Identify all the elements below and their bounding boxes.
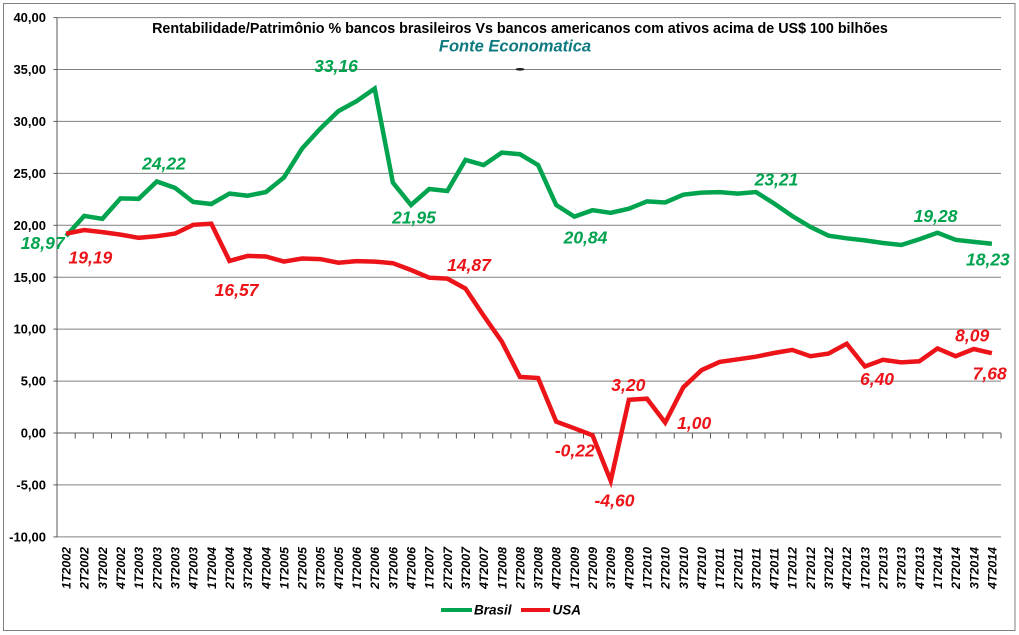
svg-text:4T2003: 4T2003 [187, 547, 201, 590]
svg-text:4T2007: 4T2007 [477, 546, 491, 590]
svg-text:2T2007: 2T2007 [441, 546, 455, 590]
svg-text:4T2004: 4T2004 [259, 547, 273, 590]
svg-text:2T2013: 2T2013 [877, 547, 891, 590]
svg-text:1T2010: 1T2010 [641, 547, 655, 589]
svg-text:3T2007: 3T2007 [459, 546, 473, 589]
svg-text:4T2012: 4T2012 [840, 547, 854, 590]
svg-text:2T2012: 2T2012 [804, 547, 818, 590]
svg-text:-4,60: -4,60 [595, 491, 635, 511]
svg-text:2T2004: 2T2004 [223, 547, 237, 590]
svg-text:Fonte Economatica: Fonte Economatica [439, 38, 591, 56]
svg-text:30,00: 30,00 [13, 114, 46, 129]
svg-text:4T2013: 4T2013 [913, 547, 927, 590]
svg-text:1,00: 1,00 [677, 413, 711, 433]
svg-text:3T2011: 3T2011 [749, 548, 763, 589]
svg-text:18,23: 18,23 [966, 250, 1010, 270]
svg-text:3T2006: 3T2006 [386, 547, 400, 589]
svg-text:23,21: 23,21 [754, 170, 799, 190]
svg-text:3,20: 3,20 [611, 375, 645, 395]
svg-text:19,28: 19,28 [914, 206, 958, 226]
svg-text:1T2003: 1T2003 [132, 547, 146, 589]
svg-text:2T2009: 2T2009 [586, 547, 600, 590]
svg-text:3T2012: 3T2012 [822, 547, 836, 589]
svg-text:2T2011: 2T2011 [731, 548, 745, 590]
svg-text:14,87: 14,87 [447, 255, 492, 275]
svg-text:0,00: 0,00 [21, 426, 46, 441]
svg-text:20,84: 20,84 [563, 228, 608, 248]
svg-text:1T2005: 1T2005 [277, 546, 291, 589]
svg-text:4T2006: 4T2006 [405, 547, 419, 590]
svg-text:5,00: 5,00 [21, 374, 46, 389]
svg-text:1T2011: 1T2011 [713, 548, 727, 589]
svg-text:3T2004: 3T2004 [241, 547, 255, 589]
svg-text:3T2013: 3T2013 [895, 547, 909, 589]
svg-text:10,00: 10,00 [13, 322, 46, 337]
svg-text:3T2003: 3T2003 [169, 547, 183, 589]
svg-text:6,40: 6,40 [860, 369, 894, 389]
svg-text:-10,00: -10,00 [9, 530, 46, 545]
svg-text:Brasil: Brasil [474, 603, 512, 618]
svg-text:1T2002: 1T2002 [60, 547, 74, 589]
svg-text:1T2014: 1T2014 [931, 547, 945, 589]
svg-text:1T2007: 1T2007 [423, 546, 437, 589]
svg-text:40,00: 40,00 [13, 10, 46, 25]
svg-text:4T2009: 4T2009 [622, 547, 636, 590]
svg-text:-5,00: -5,00 [16, 478, 46, 493]
svg-text:Rentabilidade/Patrimônio % ban: Rentabilidade/Patrimônio % bancos brasil… [152, 21, 888, 37]
svg-text:1T2004: 1T2004 [205, 547, 219, 589]
svg-text:2T2002: 2T2002 [78, 547, 92, 590]
svg-text:1T2009: 1T2009 [568, 547, 582, 589]
svg-text:3T2010: 3T2010 [677, 547, 691, 589]
svg-text:4T2002: 4T2002 [114, 547, 128, 590]
svg-text:3T2002: 3T2002 [96, 547, 110, 589]
svg-text:USA: USA [553, 603, 582, 618]
svg-text:35,00: 35,00 [13, 62, 46, 77]
svg-text:24,22: 24,22 [141, 154, 186, 174]
svg-text:20,00: 20,00 [13, 218, 46, 233]
svg-text:4T2008: 4T2008 [550, 547, 564, 590]
svg-text:19,19: 19,19 [69, 247, 113, 267]
svg-text:3T2008: 3T2008 [532, 547, 546, 589]
svg-text:3T2005: 3T2005 [314, 546, 328, 589]
svg-text:3T2014: 3T2014 [967, 547, 981, 589]
svg-text:4T2010: 4T2010 [695, 547, 709, 590]
svg-text:2T2003: 2T2003 [150, 547, 164, 590]
svg-text:1T2008: 1T2008 [495, 547, 509, 589]
svg-text:33,16: 33,16 [314, 56, 358, 76]
svg-text:8,09: 8,09 [955, 326, 989, 346]
svg-text:1T2013: 1T2013 [858, 547, 872, 589]
svg-text:21,95: 21,95 [391, 208, 436, 228]
svg-text:25,00: 25,00 [13, 166, 46, 181]
svg-text:1T2012: 1T2012 [786, 547, 800, 589]
svg-text:2T2006: 2T2006 [368, 547, 382, 590]
svg-text:2T2005: 2T2005 [296, 546, 310, 590]
svg-text:15,00: 15,00 [13, 270, 46, 285]
svg-text:2T2008: 2T2008 [513, 547, 527, 590]
svg-text:2T2014: 2T2014 [949, 547, 963, 590]
svg-text:18,97: 18,97 [21, 233, 66, 253]
svg-text:16,57: 16,57 [215, 280, 260, 300]
svg-text:1T2006: 1T2006 [350, 547, 364, 589]
svg-text:4T2014: 4T2014 [985, 547, 999, 590]
svg-text:7,68: 7,68 [973, 364, 1007, 384]
svg-text:4T2011: 4T2011 [768, 548, 782, 590]
svg-text:-0,22: -0,22 [555, 440, 595, 460]
svg-text:4T2005: 4T2005 [332, 546, 346, 590]
svg-text:2T2010: 2T2010 [659, 547, 673, 590]
svg-text:3T2009: 3T2009 [604, 547, 618, 589]
